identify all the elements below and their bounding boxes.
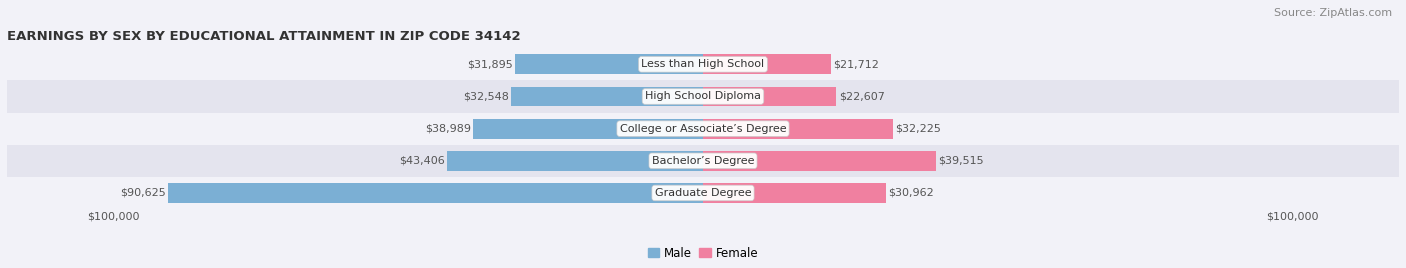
Bar — [703, 54, 831, 74]
Legend: Male, Female: Male, Female — [643, 242, 763, 264]
Text: $90,625: $90,625 — [121, 188, 166, 198]
Bar — [7, 177, 1399, 209]
Bar — [472, 119, 703, 139]
Text: Source: ZipAtlas.com: Source: ZipAtlas.com — [1274, 8, 1392, 18]
Bar — [703, 119, 893, 139]
Bar — [7, 80, 1399, 113]
Text: EARNINGS BY SEX BY EDUCATIONAL ATTAINMENT IN ZIP CODE 34142: EARNINGS BY SEX BY EDUCATIONAL ATTAINMEN… — [7, 30, 520, 43]
Text: Less than High School: Less than High School — [641, 59, 765, 69]
Bar — [703, 183, 886, 203]
Bar — [7, 48, 1399, 80]
Text: High School Diploma: High School Diploma — [645, 91, 761, 102]
Bar — [703, 151, 936, 171]
Text: $32,225: $32,225 — [896, 124, 941, 134]
Text: College or Associate’s Degree: College or Associate’s Degree — [620, 124, 786, 134]
Text: $39,515: $39,515 — [938, 156, 984, 166]
Text: $31,895: $31,895 — [467, 59, 513, 69]
Text: $22,607: $22,607 — [839, 91, 884, 102]
Text: $43,406: $43,406 — [399, 156, 444, 166]
Bar — [447, 151, 703, 171]
Bar — [510, 87, 703, 106]
Text: Bachelor’s Degree: Bachelor’s Degree — [652, 156, 754, 166]
Text: $30,962: $30,962 — [889, 188, 934, 198]
Bar — [703, 87, 837, 106]
Text: $32,548: $32,548 — [463, 91, 509, 102]
Bar — [7, 145, 1399, 177]
Text: $38,989: $38,989 — [425, 124, 471, 134]
Text: Graduate Degree: Graduate Degree — [655, 188, 751, 198]
Text: $21,712: $21,712 — [834, 59, 879, 69]
Bar — [7, 113, 1399, 145]
Bar — [169, 183, 703, 203]
Bar — [515, 54, 703, 74]
